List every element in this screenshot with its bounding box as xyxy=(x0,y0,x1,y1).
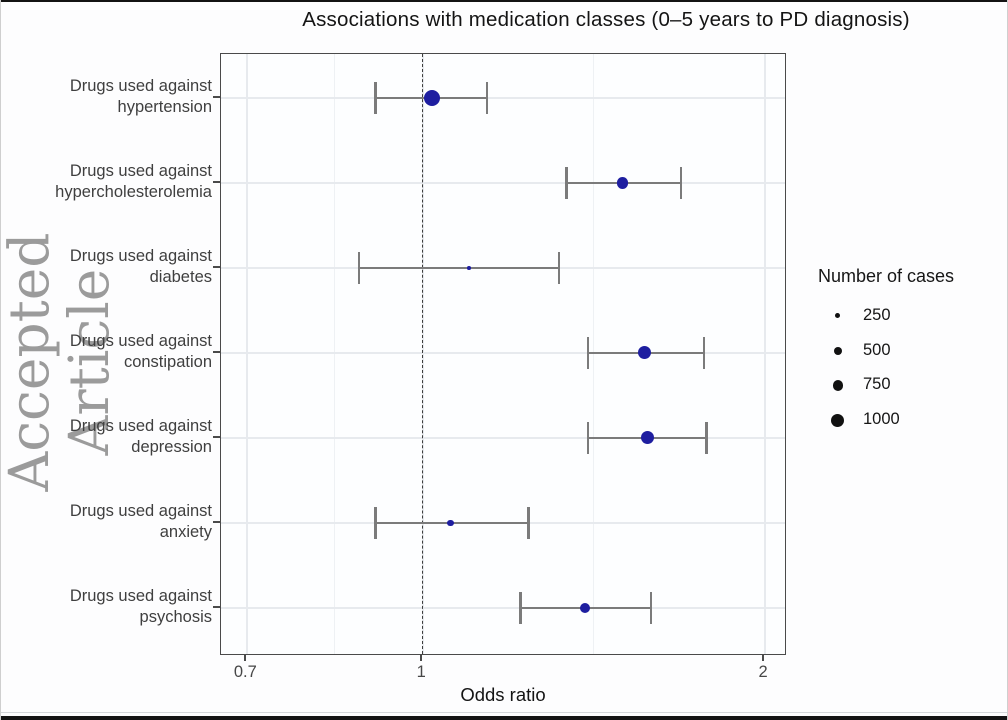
legend-size-label: 250 xyxy=(863,306,891,324)
y-axis-label: Drugs used against hypercholesterolemia xyxy=(0,161,212,203)
y-axis-tick xyxy=(213,96,220,98)
error-bar-cap-left xyxy=(586,422,590,454)
legend: Number of cases 250 500 750 1000 xyxy=(805,255,1005,445)
bottom-divider-line xyxy=(0,712,1008,713)
x-axis-tick-label: 1 xyxy=(416,663,426,681)
error-bar-cap-right xyxy=(702,337,706,369)
data-point xyxy=(467,266,472,270)
y-axis-label-line1: Drugs used against xyxy=(69,77,212,95)
error-bar-cap-left xyxy=(374,82,377,114)
error-bar xyxy=(359,266,560,270)
x-axis-tick xyxy=(244,655,247,661)
y-axis-label: Drugs used against hypertension xyxy=(0,76,212,118)
legend-size-dot xyxy=(833,346,843,355)
data-point xyxy=(579,603,590,613)
x-axis-tick-label: 0.7 xyxy=(233,663,257,681)
legend-size-label: 750 xyxy=(863,375,891,394)
y-axis-label: Drugs used against anxiety xyxy=(0,501,212,543)
error-bar-cap-left xyxy=(519,592,522,624)
major-gridline xyxy=(246,54,248,654)
legend-size-label: 1000 xyxy=(863,410,900,429)
y-axis-label-line2: diabetes xyxy=(149,268,212,286)
x-axis-tick xyxy=(762,655,764,661)
plot-panel xyxy=(220,53,786,655)
error-bar-cap-left xyxy=(357,252,361,284)
row-gridline xyxy=(221,607,785,609)
legend-size-dot xyxy=(832,379,844,391)
y-axis-label-line1: Drugs used against xyxy=(69,247,212,265)
minor-gridline xyxy=(334,54,336,654)
y-axis-label-line2: hypertension xyxy=(117,98,212,116)
row-gridline xyxy=(221,97,785,99)
legend-items: 250 500 750 1000 xyxy=(805,255,1005,445)
error-bar-cap-left xyxy=(565,167,568,199)
row-gridline xyxy=(221,437,785,439)
x-axis-tick xyxy=(420,655,423,661)
reference-line xyxy=(422,54,424,654)
y-axis-label-line2: anxiety xyxy=(159,523,212,541)
y-axis-tick xyxy=(213,181,220,183)
row-gridline xyxy=(221,352,785,354)
legend-title: Number of cases xyxy=(818,266,955,286)
y-axis-tick xyxy=(213,266,220,268)
x-axis-title: Odds ratio xyxy=(460,684,546,705)
data-point xyxy=(616,177,628,189)
y-axis-label-line1: Drugs used against xyxy=(69,502,212,520)
y-axis-label: Drugs used against diabetes xyxy=(0,246,212,288)
chart-title: Associations with medication classes (0–… xyxy=(302,8,910,31)
y-axis-label-line1: Drugs used against xyxy=(69,417,212,435)
screenshot-bottom-border xyxy=(0,716,1008,720)
row-gridline xyxy=(221,182,785,184)
legend-size-dot xyxy=(831,413,845,427)
error-bar-cap-right xyxy=(527,507,530,539)
y-axis-tick xyxy=(213,436,220,438)
y-axis-label-line2: depression xyxy=(131,438,212,456)
y-axis-label: Drugs used against psychosis xyxy=(0,586,212,628)
data-point xyxy=(641,431,655,445)
y-axis-tick xyxy=(213,606,220,608)
legend-size-label: 500 xyxy=(863,340,891,359)
y-axis: Drugs used against hypertension Drugs used… xyxy=(0,0,220,720)
error-bar-cap-right xyxy=(485,82,489,114)
y-axis-label: Drugs used against depression xyxy=(0,416,212,458)
screenshot-top-border xyxy=(0,0,1008,2)
x-axis-tick-label: 2 xyxy=(758,663,768,681)
y-axis-label-line2: constipation xyxy=(123,353,212,371)
y-axis-tick xyxy=(213,521,220,523)
screenshot-left-border xyxy=(0,0,1,720)
y-axis-label-line2: psychosis xyxy=(139,608,212,626)
legend-size-dot xyxy=(835,313,841,319)
error-bar-cap-left xyxy=(586,337,590,369)
y-axis-label-line2: hypercholesterolemia xyxy=(55,183,212,201)
error-bar-cap-left xyxy=(374,507,377,539)
error-bar-cap-right xyxy=(649,592,653,624)
error-bar-cap-right xyxy=(557,252,561,284)
y-axis-label-line1: Drugs used against xyxy=(69,162,212,180)
y-axis-label-line1: Drugs used against xyxy=(69,332,212,350)
y-axis-tick xyxy=(213,351,220,353)
y-axis-label: Drugs used against constipation xyxy=(0,331,212,373)
error-bar-cap-right xyxy=(679,167,683,199)
major-gridline xyxy=(764,54,766,654)
data-point xyxy=(638,346,652,360)
y-axis-label-line1: Drugs used against xyxy=(69,587,212,605)
data-point xyxy=(447,519,455,527)
data-point xyxy=(423,89,441,107)
error-bar-cap-right xyxy=(705,422,708,454)
